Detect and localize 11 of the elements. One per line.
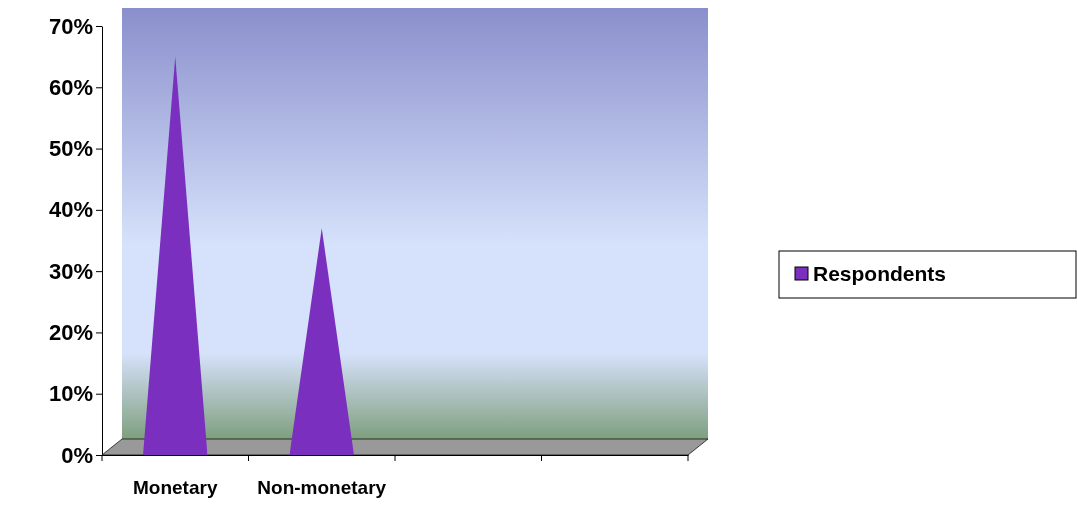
y-tick-label: 50% — [48, 136, 93, 162]
x-tick-label: Non-monetary — [257, 477, 387, 499]
y-tick-label: 70% — [48, 13, 93, 39]
y-tick-label: 10% — [48, 381, 93, 407]
y-tick-label: 60% — [48, 74, 93, 100]
legend-label: Respondents — [813, 262, 947, 285]
y-tick-label: 0% — [61, 442, 93, 468]
y-tick-label: 30% — [48, 258, 93, 284]
y-tick-label: 20% — [48, 319, 93, 345]
x-tick-label: Monetary — [133, 477, 218, 499]
y-tick-label: 40% — [48, 197, 93, 223]
